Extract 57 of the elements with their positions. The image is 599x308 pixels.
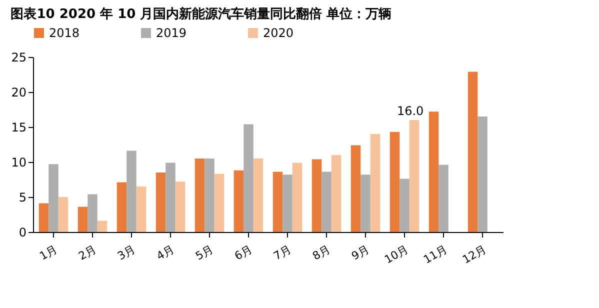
bar (350, 145, 361, 232)
x-tick-label: 10月 (382, 242, 411, 266)
chart-title: 图表10 2020 年 10 月国内新能源汽车销量同比翻倍 单位：万辆 (10, 6, 392, 22)
x-tick-label: 12月 (460, 242, 489, 266)
bar (360, 174, 370, 232)
bar (136, 186, 146, 232)
bar (78, 206, 88, 232)
bar (156, 172, 166, 232)
bar (272, 172, 283, 232)
bar (428, 112, 439, 232)
legend-label: 2018 (49, 26, 80, 40)
bar (58, 197, 68, 232)
y-tick-label: 0 (18, 226, 26, 240)
bar (97, 220, 108, 232)
bar (370, 134, 380, 232)
bar (468, 72, 478, 232)
x-tick-label: 4月 (154, 242, 176, 263)
x-tick-label: 2月 (76, 242, 98, 263)
x-tick-label: 7月 (271, 242, 294, 263)
bar (88, 194, 98, 232)
y-tick-label: 15 (11, 120, 26, 134)
bar (478, 116, 488, 232)
x-tick-label: 9月 (349, 242, 372, 263)
x-tick-label: 6月 (232, 242, 254, 263)
legend-label: 2020 (263, 26, 294, 40)
bar (438, 164, 448, 232)
bar (244, 124, 254, 232)
bar (322, 172, 332, 232)
y-tick-label: 20 (11, 86, 26, 100)
bar (204, 158, 214, 232)
bar (312, 159, 322, 232)
x-tick-label: 1月 (37, 242, 60, 263)
bar (292, 162, 302, 232)
legend-label: 2019 (156, 26, 187, 40)
bar (166, 162, 176, 232)
bar (194, 158, 205, 232)
bar (253, 158, 264, 232)
y-tick-label: 10 (11, 156, 26, 170)
bar (116, 182, 127, 232)
bar (331, 155, 342, 232)
bar (214, 174, 224, 232)
x-tick-label: 8月 (310, 242, 333, 263)
y-tick-label: 5 (18, 190, 26, 204)
bar (126, 150, 136, 232)
bar (38, 203, 49, 232)
bar (390, 132, 400, 232)
bar (400, 178, 410, 232)
x-tick-label: 3月 (115, 242, 138, 263)
bar (175, 182, 186, 232)
bar (234, 170, 244, 232)
y-tick-label: 25 (11, 50, 26, 64)
x-tick-label: 5月 (193, 242, 216, 263)
bar (48, 164, 58, 232)
annotation: 16.0 (396, 104, 424, 118)
bar (282, 174, 292, 232)
x-tick-label: 11月 (421, 242, 450, 266)
bar (409, 120, 420, 232)
